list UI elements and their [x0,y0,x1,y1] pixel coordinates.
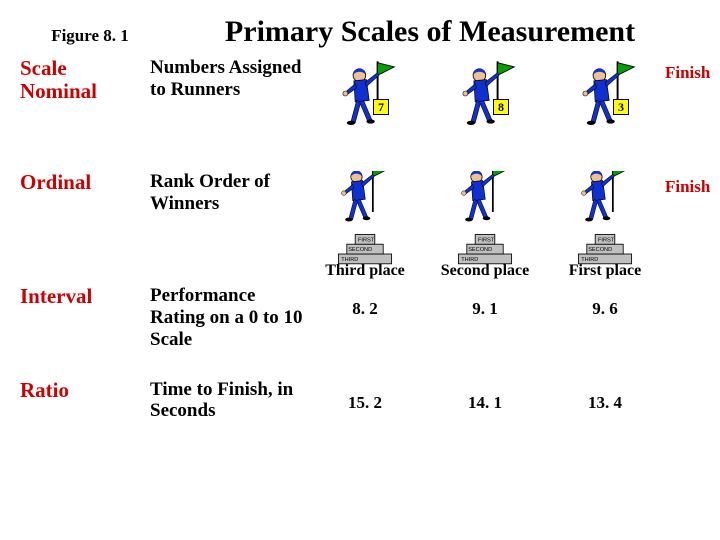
interval-val-1: 8. 2 [305,285,425,351]
figure-label: Figure 8. 1 [20,26,160,46]
nominal-desc: Numbers Assigned to Runners [150,57,305,157]
bib-2: 8 [493,99,509,115]
interval-val-2: 9. 1 [425,285,545,351]
scale-ordinal: Ordinal [20,171,150,271]
scale-header-and-nominal: Scale Nominal [20,57,150,157]
bib-1: 7 [373,99,389,115]
scales-grid: Scale Nominal Numbers Assigned to Runner… [20,57,700,422]
finish-label-1: Finish [665,57,720,83]
scale-interval: Interval [20,285,150,351]
bib-3: 3 [613,99,629,115]
scale-ratio: Ratio [20,379,150,423]
nominal-runner-3: 3 [545,57,665,157]
nominal-runner-2: 8 [425,57,545,157]
place-3: First place [545,263,665,280]
ordinal-runner-1: Third place [305,171,425,271]
ordinal-runner-2: Second place [425,171,545,271]
ratio-val-2: 14. 1 [425,379,545,423]
header: Figure 8. 1 Primary Scales of Measuremen… [20,15,700,49]
interval-val-3: 9. 6 [545,285,665,351]
place-2: Second place [425,263,545,280]
ordinal-desc: Rank Order of Winners [150,171,305,271]
ordinal-runner-3: First place [545,171,665,271]
place-1: Third place [305,263,425,280]
finish-label-2: Finish [665,171,720,197]
nominal-runner-1: 7 [305,57,425,157]
scale-nominal: Nominal [20,79,97,103]
scale-header: Scale [20,56,67,80]
page-title: Primary Scales of Measurement [160,15,700,49]
ratio-desc: Time to Finish, in Seconds [150,379,305,423]
ratio-val-3: 13. 4 [545,379,665,423]
ratio-val-1: 15. 2 [305,379,425,423]
interval-desc: Performance Rating on a 0 to 10 Scale [150,285,305,351]
